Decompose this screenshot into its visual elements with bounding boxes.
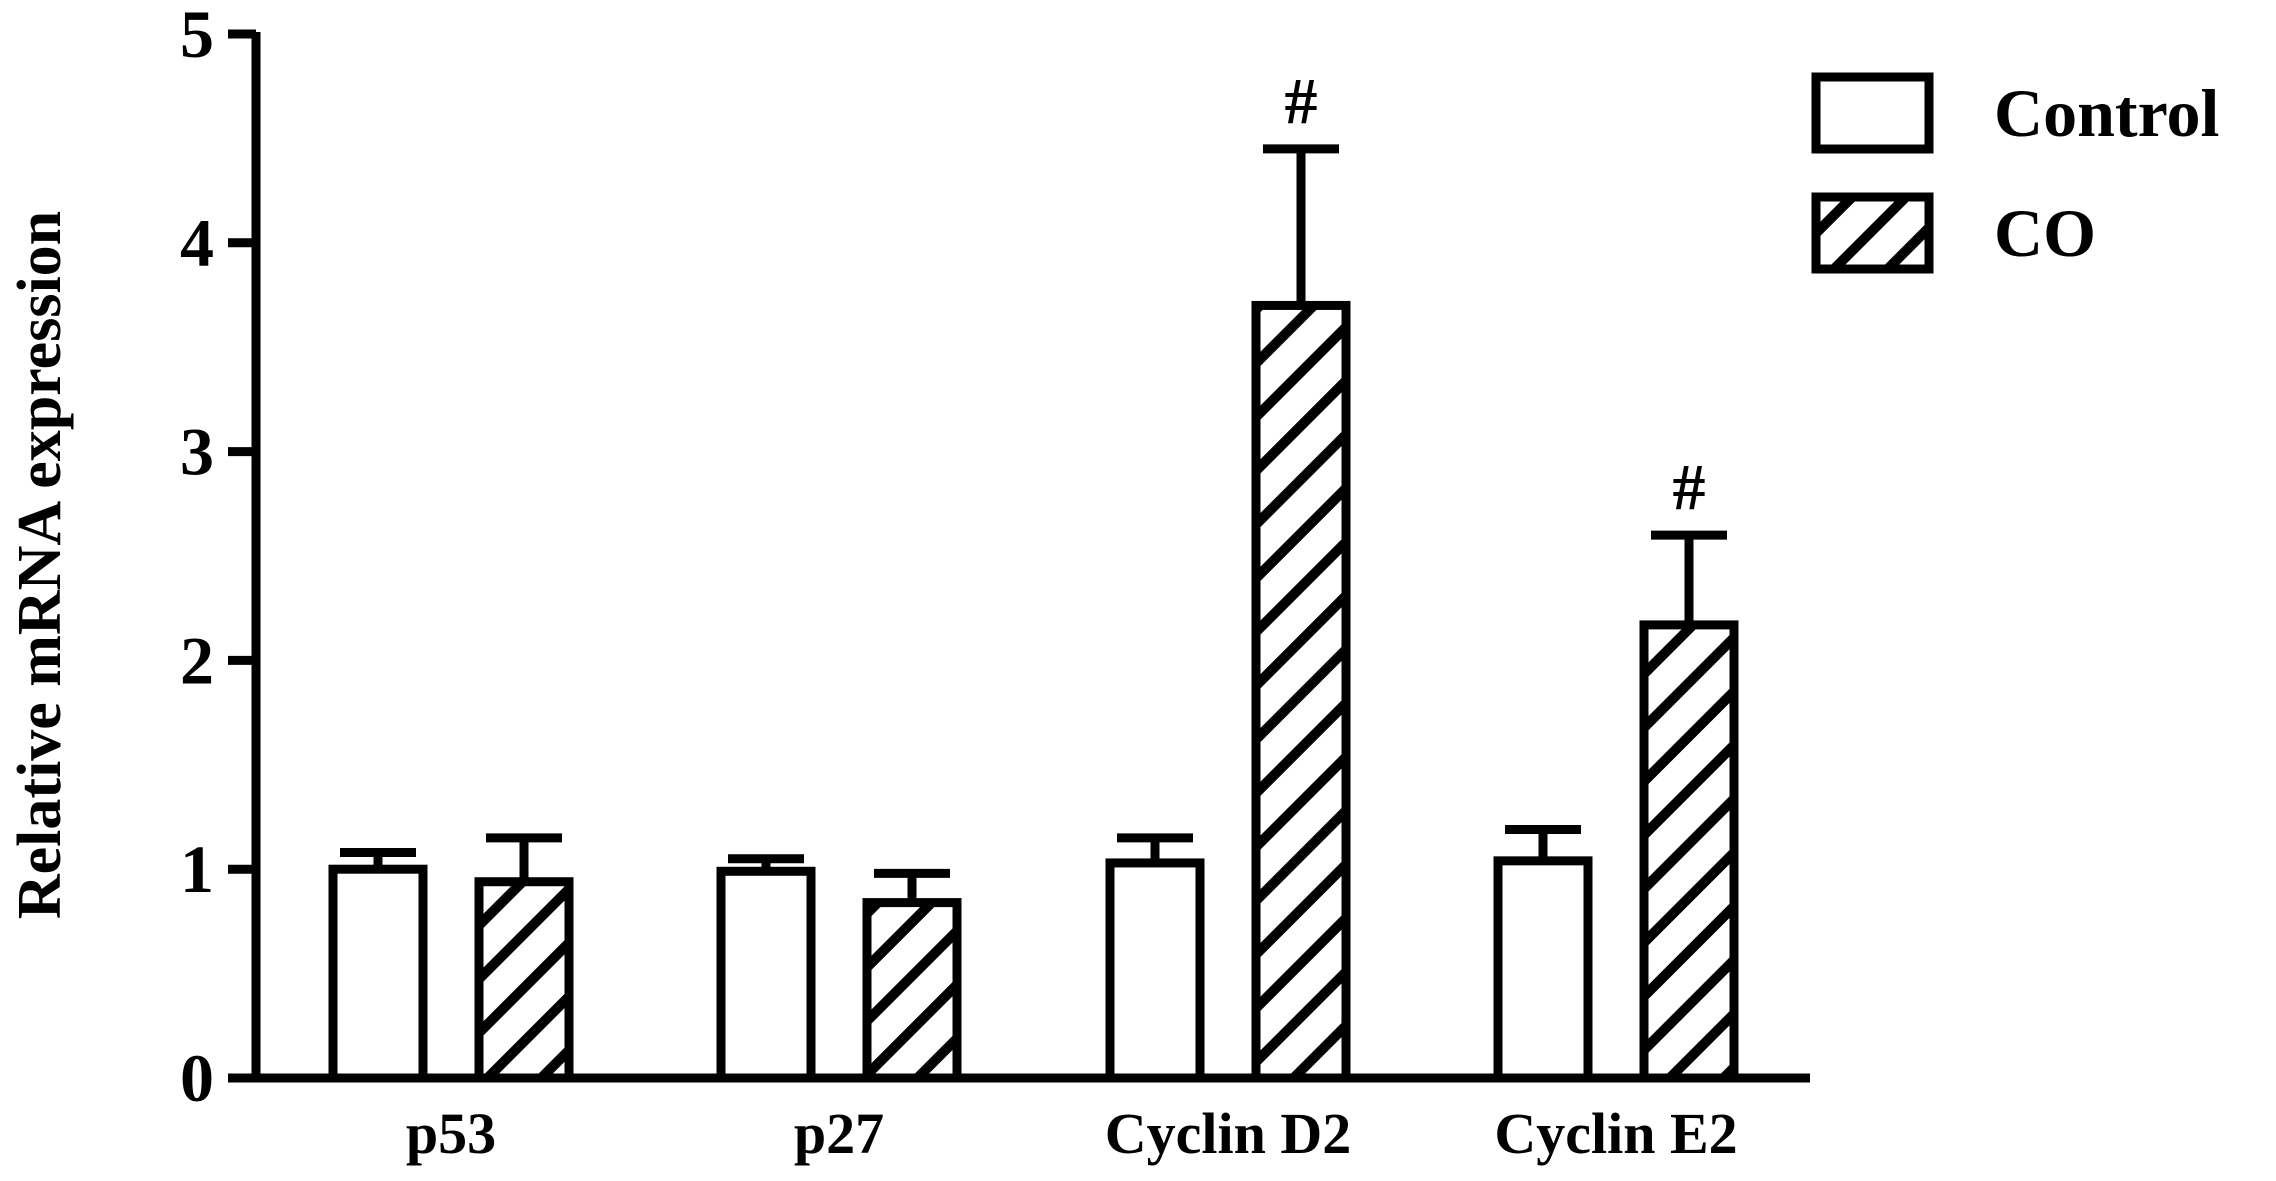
- legend-label: Control: [1994, 75, 2219, 151]
- legend-label: CO: [1994, 195, 2096, 271]
- significance-mark: #: [1673, 451, 1706, 524]
- bar: [862, 898, 962, 1083]
- y-tick-label: 5: [180, 0, 214, 72]
- bar: [716, 866, 816, 1083]
- bar: [1251, 300, 1351, 1083]
- y-tick-label: 1: [180, 831, 214, 907]
- plot-area: # #0 1 2 3 4 5 p53 p27 Cyclin D2 Cyclin E2: [180, 0, 1810, 1166]
- bar: [1493, 856, 1593, 1083]
- y-axis-label: Relative mRNA expression: [6, 211, 74, 919]
- legend-swatch: [1811, 192, 1934, 274]
- bar: [1105, 858, 1205, 1083]
- legend-swatch: [1811, 72, 1934, 154]
- x-tick-label: Cyclin D2: [1105, 1101, 1352, 1166]
- x-tick-label: p27: [794, 1101, 884, 1166]
- y-tick-label: 0: [180, 1040, 214, 1116]
- x-tick-label: p53: [406, 1101, 496, 1166]
- bar: [474, 877, 574, 1083]
- y-tick-label: 3: [180, 414, 214, 490]
- bar: [328, 864, 428, 1083]
- significance-mark: #: [1285, 65, 1318, 138]
- legend: Control CO: [1811, 72, 2219, 274]
- x-tick-label: Cyclin E2: [1494, 1101, 1737, 1166]
- y-tick-label: 2: [180, 622, 214, 698]
- y-tick-label: 4: [180, 205, 214, 281]
- bar: [1639, 620, 1739, 1083]
